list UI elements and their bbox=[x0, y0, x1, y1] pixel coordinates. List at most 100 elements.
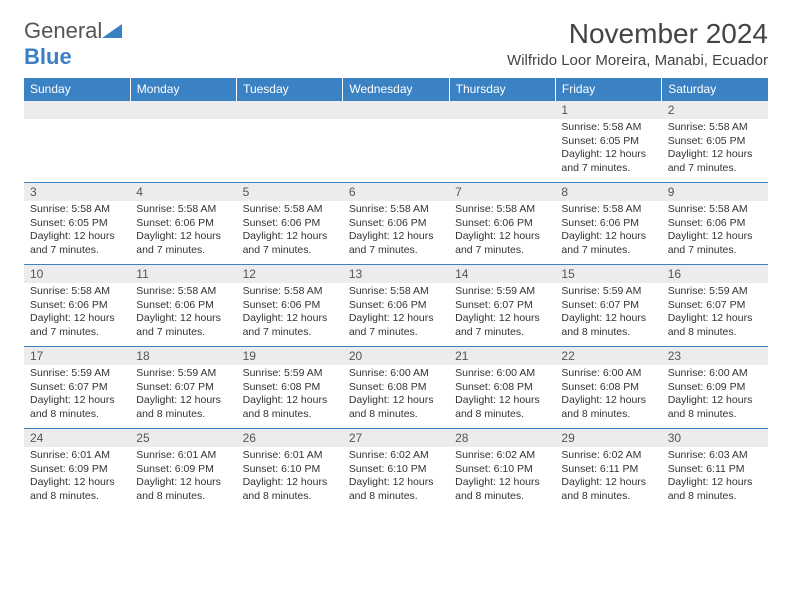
day-details: Sunrise: 6:02 AMSunset: 6:11 PMDaylight:… bbox=[555, 447, 661, 508]
day-details: Sunrise: 5:59 AMSunset: 6:07 PMDaylight:… bbox=[130, 365, 236, 426]
calendar-cell: 2Sunrise: 5:58 AMSunset: 6:05 PMDaylight… bbox=[662, 101, 768, 183]
logo-triangle-icon bbox=[102, 24, 122, 38]
day-number: 25 bbox=[130, 429, 236, 447]
daylight-text: Daylight: 12 hours and 7 minutes. bbox=[136, 312, 230, 339]
calendar-cell: 7Sunrise: 5:58 AMSunset: 6:06 PMDaylight… bbox=[449, 183, 555, 265]
sunrise-text: Sunrise: 5:59 AM bbox=[455, 285, 549, 299]
day-number bbox=[343, 101, 449, 119]
calendar-cell: 28Sunrise: 6:02 AMSunset: 6:10 PMDayligh… bbox=[449, 429, 555, 511]
daylight-text: Daylight: 12 hours and 7 minutes. bbox=[243, 312, 337, 339]
sunset-text: Sunset: 6:08 PM bbox=[455, 381, 549, 395]
sunset-text: Sunset: 6:11 PM bbox=[561, 463, 655, 477]
calendar-cell: 4Sunrise: 5:58 AMSunset: 6:06 PMDaylight… bbox=[130, 183, 236, 265]
day-header: Tuesday bbox=[237, 78, 343, 101]
sunset-text: Sunset: 6:07 PM bbox=[561, 299, 655, 313]
day-number: 29 bbox=[555, 429, 661, 447]
sunrise-text: Sunrise: 6:00 AM bbox=[561, 367, 655, 381]
sunset-text: Sunset: 6:07 PM bbox=[136, 381, 230, 395]
calendar-table: SundayMondayTuesdayWednesdayThursdayFrid… bbox=[24, 78, 768, 511]
sunrise-text: Sunrise: 6:01 AM bbox=[30, 449, 124, 463]
sunrise-text: Sunrise: 5:59 AM bbox=[136, 367, 230, 381]
day-details: Sunrise: 5:59 AMSunset: 6:07 PMDaylight:… bbox=[24, 365, 130, 426]
sunset-text: Sunset: 6:11 PM bbox=[668, 463, 762, 477]
day-number: 11 bbox=[130, 265, 236, 283]
calendar-week: 1 Sunrise: 5:58 AM Sunset: 6:05 PMDaylight… bbox=[24, 101, 768, 183]
day-number: 5 bbox=[237, 183, 343, 201]
day-details: Sunrise: 5:58 AMSunset: 6:06 PMDaylight:… bbox=[555, 201, 661, 262]
day-number bbox=[237, 101, 343, 119]
calendar-cell: 25Sunrise: 6:01 AMSunset: 6:09 PMDayligh… bbox=[130, 429, 236, 511]
daylight-text: Daylight: 12 hours and 7 minutes. bbox=[30, 312, 124, 339]
calendar-cell: 8Sunrise: 5:58 AMSunset: 6:06 PMDaylight… bbox=[555, 183, 661, 265]
logo: General Blue bbox=[24, 18, 122, 70]
calendar-cell: 22Sunrise: 6:00 AMSunset: 6:08 PMDayligh… bbox=[555, 347, 661, 429]
day-details: Sunrise: 6:00 AMSunset: 6:09 PMDaylight:… bbox=[662, 365, 768, 426]
daylight-text: Daylight: 12 hours and 8 minutes. bbox=[30, 394, 124, 421]
sunset-text: Sunset: 6:10 PM bbox=[455, 463, 549, 477]
day-number bbox=[130, 101, 236, 119]
sunrise-text: Sunrise: 5:59 AM bbox=[30, 367, 124, 381]
day-number: 7 bbox=[449, 183, 555, 201]
day-details: Sunrise: 6:00 AMSunset: 6:08 PMDaylight:… bbox=[555, 365, 661, 426]
calendar-week: 17Sunrise: 5:59 AMSunset: 6:07 PMDayligh… bbox=[24, 347, 768, 429]
sunrise-text: Sunrise: 6:00 AM bbox=[455, 367, 549, 381]
day-details: Sunrise: 5:58 AMSunset: 6:05 PMDaylight:… bbox=[24, 201, 130, 262]
calendar-cell: 13Sunrise: 5:58 AMSunset: 6:06 PMDayligh… bbox=[343, 265, 449, 347]
calendar-cell bbox=[130, 101, 236, 183]
daylight-text: Daylight: 12 hours and 7 minutes. bbox=[561, 148, 655, 175]
calendar-week: 3Sunrise: 5:58 AMSunset: 6:05 PMDaylight… bbox=[24, 183, 768, 265]
sunset-text: Sunset: 6:08 PM bbox=[349, 381, 443, 395]
calendar-cell: 23Sunrise: 6:00 AMSunset: 6:09 PMDayligh… bbox=[662, 347, 768, 429]
day-details: Sunrise: 5:58 AMSunset: 6:06 PMDaylight:… bbox=[343, 201, 449, 262]
day-details: Sunrise: 5:58 AMSunset: 6:06 PMDaylight:… bbox=[449, 201, 555, 262]
sunrise-text: Sunrise: 5:58 AM bbox=[668, 121, 762, 135]
day-header: Wednesday bbox=[343, 78, 449, 101]
daylight-text: Daylight: 12 hours and 7 minutes. bbox=[455, 312, 549, 339]
calendar-cell bbox=[449, 101, 555, 183]
sunset-text: Sunset: 6:06 PM bbox=[30, 299, 124, 313]
day-details: Sunrise: 5:58 AMSunset: 6:06 PMDaylight:… bbox=[130, 283, 236, 344]
daylight-text: Daylight: 12 hours and 8 minutes. bbox=[349, 476, 443, 503]
sunset-text: Sunset: 6:06 PM bbox=[561, 217, 655, 231]
day-details: Sunrise: 6:02 AMSunset: 6:10 PMDaylight:… bbox=[343, 447, 449, 508]
daylight-text: Daylight: 12 hours and 8 minutes. bbox=[561, 476, 655, 503]
day-header: Sunday bbox=[24, 78, 130, 101]
sunrise-text: Sunrise: 6:00 AM bbox=[668, 367, 762, 381]
day-details: Sunrise: 5:58 AMSunset: 6:06 PMDaylight:… bbox=[237, 201, 343, 262]
sunrise-text: Sunrise: 5:58 AM bbox=[30, 203, 124, 217]
month-title: November 2024 bbox=[507, 18, 768, 50]
calendar-cell bbox=[343, 101, 449, 183]
day-number: 1 bbox=[555, 101, 661, 119]
sunrise-text: Sunrise: 6:02 AM bbox=[349, 449, 443, 463]
daylight-text: Daylight: 12 hours and 8 minutes. bbox=[668, 312, 762, 339]
daylight-text: Daylight: 12 hours and 7 minutes. bbox=[30, 230, 124, 257]
logo-text-1: General bbox=[24, 18, 102, 43]
sunset-text: Sunset: 6:05 PM bbox=[561, 135, 655, 149]
daylight-text: Daylight: 12 hours and 8 minutes. bbox=[243, 476, 337, 503]
sunset-text: Sunset: 6:06 PM bbox=[136, 217, 230, 231]
day-number: 3 bbox=[24, 183, 130, 201]
daylight-text: Daylight: 12 hours and 8 minutes. bbox=[455, 476, 549, 503]
sunrise-text: Sunrise: 6:01 AM bbox=[243, 449, 337, 463]
daylight-text: Daylight: 12 hours and 7 minutes. bbox=[243, 230, 337, 257]
sunset-text: Sunset: 6:09 PM bbox=[668, 381, 762, 395]
day-details: Sunrise: 5:58 AMSunset: 6:06 PMDaylight:… bbox=[24, 283, 130, 344]
logo-text: General Blue bbox=[24, 18, 122, 70]
day-number: 4 bbox=[130, 183, 236, 201]
day-number: 15 bbox=[555, 265, 661, 283]
day-details: Sunrise: 6:01 AMSunset: 6:09 PMDaylight:… bbox=[24, 447, 130, 508]
day-number: 20 bbox=[343, 347, 449, 365]
sunrise-text: Sunrise: 5:58 AM bbox=[668, 203, 762, 217]
sunset-text: Sunset: 6:06 PM bbox=[668, 217, 762, 231]
day-number: 27 bbox=[343, 429, 449, 447]
daylight-text: Daylight: 12 hours and 7 minutes. bbox=[668, 230, 762, 257]
sunrise-text: Sunrise: 6:03 AM bbox=[668, 449, 762, 463]
day-number: 30 bbox=[662, 429, 768, 447]
calendar-cell: 16Sunrise: 5:59 AMSunset: 6:07 PMDayligh… bbox=[662, 265, 768, 347]
daylight-text: Daylight: 12 hours and 8 minutes. bbox=[561, 394, 655, 421]
daylight-text: Daylight: 12 hours and 7 minutes. bbox=[455, 230, 549, 257]
sunset-text: Sunset: 6:06 PM bbox=[455, 217, 549, 231]
calendar-cell: 18Sunrise: 5:59 AMSunset: 6:07 PMDayligh… bbox=[130, 347, 236, 429]
sunrise-text: Sunrise: 5:59 AM bbox=[243, 367, 337, 381]
sunrise-text: Sunrise: 5:59 AM bbox=[668, 285, 762, 299]
